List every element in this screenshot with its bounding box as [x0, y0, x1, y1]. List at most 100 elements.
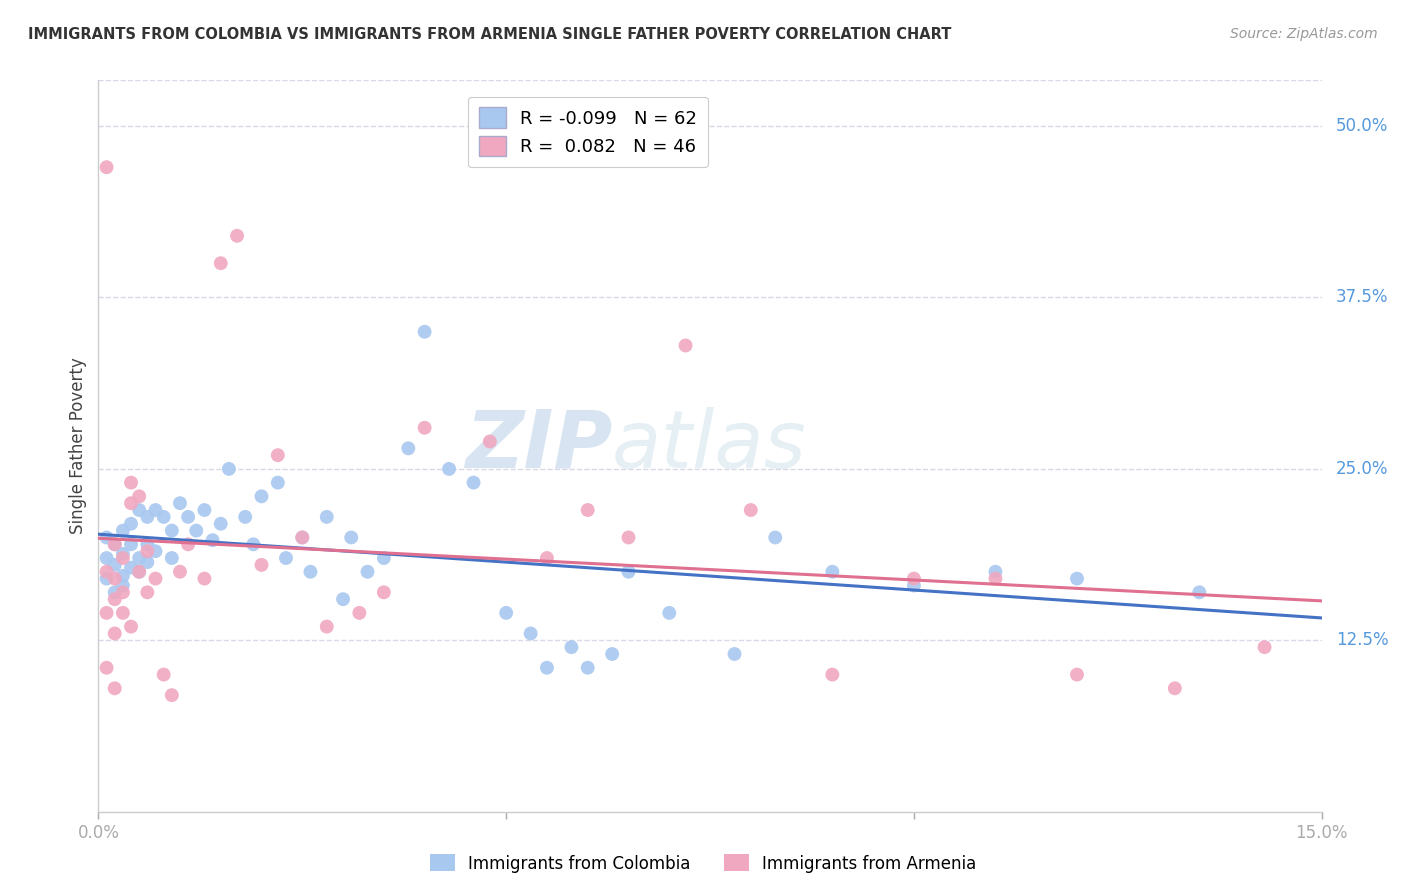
Point: [152, 667, 174, 681]
Point: [136, 555, 159, 569]
Point: [120, 619, 142, 633]
Point: [111, 606, 134, 620]
Point: [1066, 572, 1088, 586]
Point: [396, 442, 419, 456]
Point: [821, 565, 844, 579]
Point: [120, 537, 142, 551]
Point: [128, 565, 150, 579]
Text: 12.5%: 12.5%: [1336, 632, 1388, 649]
Point: [218, 462, 240, 476]
Point: [111, 585, 134, 599]
Text: ZIP: ZIP: [465, 407, 612, 485]
Point: [299, 565, 322, 579]
Point: [250, 489, 273, 503]
Point: [1188, 585, 1211, 599]
Point: [111, 524, 134, 538]
Point: [274, 551, 297, 566]
Point: [193, 503, 215, 517]
Point: [96, 531, 118, 545]
Point: [111, 547, 134, 561]
Point: [120, 516, 142, 531]
Point: [413, 421, 436, 435]
Legend: Immigrants from Colombia, Immigrants from Armenia: Immigrants from Colombia, Immigrants fro…: [423, 847, 983, 880]
Point: [332, 592, 354, 607]
Point: [291, 531, 314, 545]
Point: [903, 572, 925, 586]
Point: [160, 688, 183, 702]
Point: [340, 531, 363, 545]
Point: [145, 544, 167, 558]
Point: [177, 537, 200, 551]
Point: [478, 434, 501, 449]
Point: [96, 572, 118, 586]
Point: [536, 551, 558, 566]
Point: [233, 509, 256, 524]
Point: [984, 565, 1007, 579]
Point: [356, 565, 378, 579]
Point: [145, 572, 167, 586]
Point: [560, 640, 582, 655]
Point: [104, 537, 127, 551]
Point: [186, 524, 208, 538]
Point: [96, 551, 118, 566]
Text: atlas: atlas: [612, 407, 807, 485]
Point: [315, 509, 337, 524]
Point: [160, 551, 183, 566]
Point: [1253, 640, 1275, 655]
Point: [209, 256, 232, 270]
Legend: R = -0.099   N = 62, R =  0.082   N = 46: R = -0.099 N = 62, R = 0.082 N = 46: [468, 96, 707, 167]
Point: [104, 592, 127, 607]
Point: [617, 531, 640, 545]
Point: [463, 475, 485, 490]
Point: [1066, 667, 1088, 681]
Point: [413, 325, 436, 339]
Point: [201, 533, 224, 548]
Point: [136, 537, 159, 551]
Point: [519, 626, 541, 640]
Text: IMMIGRANTS FROM COLOMBIA VS IMMIGRANTS FROM ARMENIA SINGLE FATHER POVERTY CORREL: IMMIGRANTS FROM COLOMBIA VS IMMIGRANTS F…: [28, 27, 952, 42]
Point: [267, 448, 290, 462]
Point: [984, 572, 1007, 586]
Point: [169, 565, 191, 579]
Point: [96, 606, 118, 620]
Point: [160, 524, 183, 538]
Point: [373, 585, 395, 599]
Point: [250, 558, 273, 572]
Point: [104, 558, 127, 572]
Point: [104, 626, 127, 640]
Point: [740, 503, 762, 517]
Point: [136, 585, 159, 599]
Point: [675, 338, 697, 352]
Point: [763, 531, 786, 545]
Point: [104, 681, 127, 696]
Point: [242, 537, 264, 551]
Point: [128, 565, 150, 579]
Point: [903, 578, 925, 592]
Y-axis label: Single Father Poverty: Single Father Poverty: [69, 358, 87, 534]
Point: [96, 661, 118, 675]
Point: [576, 503, 599, 517]
Point: [209, 516, 232, 531]
Point: [104, 585, 127, 599]
Point: [193, 572, 215, 586]
Text: 50.0%: 50.0%: [1336, 117, 1388, 135]
Point: [120, 560, 142, 574]
Point: [128, 551, 150, 566]
Point: [136, 509, 159, 524]
Point: [152, 509, 174, 524]
Text: 25.0%: 25.0%: [1336, 460, 1388, 478]
Point: [437, 462, 460, 476]
Point: [111, 551, 134, 566]
Point: [136, 544, 159, 558]
Point: [373, 551, 395, 566]
Text: 37.5%: 37.5%: [1336, 288, 1388, 307]
Point: [96, 160, 118, 174]
Point: [169, 496, 191, 510]
Point: [536, 661, 558, 675]
Point: [177, 509, 200, 524]
Point: [723, 647, 745, 661]
Point: [315, 619, 337, 633]
Point: [267, 475, 290, 490]
Point: [111, 569, 134, 583]
Point: [349, 606, 371, 620]
